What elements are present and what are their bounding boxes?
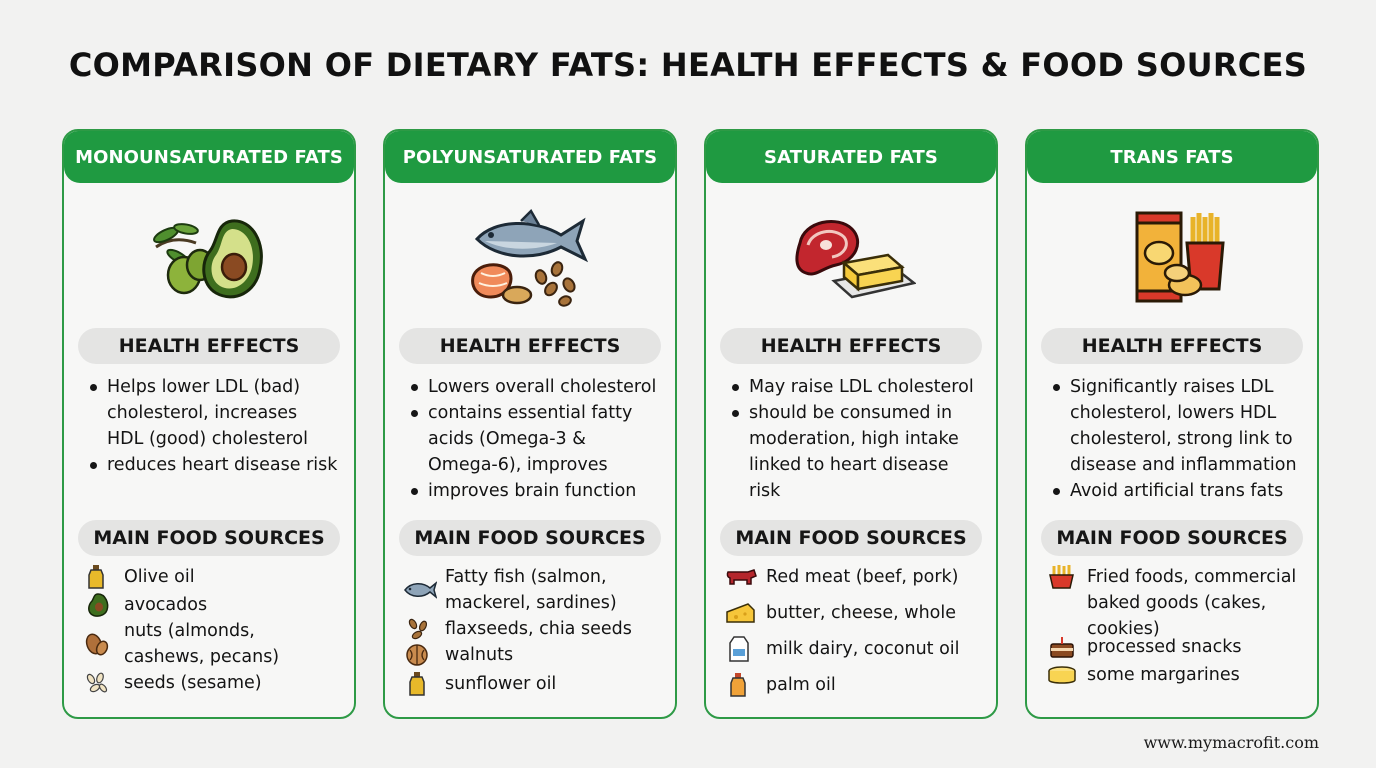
source-text: nuts (almonds, cashews, pecans) [124, 621, 280, 667]
card-saturated: SATURATED FATS HEALTH EFFECTS May raise … [704, 129, 998, 719]
food-sources-label: MAIN FOOD SOURCES [720, 520, 982, 556]
source-text: milk dairy, coconut oil [766, 639, 960, 659]
source-text: avocados [124, 595, 208, 615]
list-item: nuts (almonds, cashews, pecans) [82, 618, 352, 670]
source-text: processed snacks [1087, 637, 1242, 657]
milk-carton-icon [724, 636, 758, 662]
food-sources-list: Fried foods, commercial baked goods (cake… [1045, 564, 1315, 688]
list-item: Avoid artificial trans fats [1051, 478, 1313, 504]
health-effects-list: Significantly raises LDL cholesterol, low… [1051, 374, 1313, 504]
list-item: May raise LDL cholesterol [730, 374, 992, 400]
oil-bottle-icon [403, 671, 437, 697]
list-item: Helps lower LDL (bad) cholesterol, increa… [88, 374, 350, 452]
source-text: some margarines [1087, 665, 1240, 685]
health-effects-label: HEALTH EFFECTS [399, 328, 661, 364]
fish-icon [403, 577, 437, 603]
list-item: butter, cheese, whole [724, 600, 994, 626]
cake-icon [1045, 634, 1079, 660]
oil-bottle-icon [82, 564, 110, 590]
list-item: reduces heart disease risk [88, 452, 350, 478]
card-polyunsaturated: POLYUNSATURATED FATS HEALTH EFFECTS Lowe… [383, 129, 677, 719]
list-item: Olive oil [82, 564, 352, 590]
list-item: contains essential fatty acids (Omega-3 &… [409, 400, 671, 478]
almond-icon [82, 631, 110, 657]
food-sources-label: MAIN FOOD SOURCES [78, 520, 340, 556]
list-item: Red meat (beef, pork) [724, 564, 994, 590]
palm-oil-bottle-icon [724, 672, 758, 698]
source-text: butter, cheese, whole [766, 603, 957, 623]
source-text: walnuts [445, 645, 514, 665]
card-title: POLYUNSATURATED FATS [385, 131, 675, 183]
source-text: seeds (sesame) [124, 673, 262, 693]
walnut-icon [403, 642, 437, 668]
source-text: Fatty fish (salmon, mackerel, sardines) [445, 567, 617, 613]
source-text: Fried foods, commercial baked goods (cake… [1087, 567, 1297, 639]
health-effects-label: HEALTH EFFECTS [1041, 328, 1303, 364]
health-effects-label: HEALTH EFFECTS [78, 328, 340, 364]
cheese-icon [724, 600, 758, 626]
source-text: palm oil [766, 675, 836, 695]
fries-icon [1045, 564, 1079, 590]
olive-avocado-icon [64, 201, 354, 313]
food-sources-list: Olive oil avocados nuts (almonds, cashews… [82, 564, 352, 696]
card-trans: TRANS FATS HEALTH EFFECTS Significantly … [1025, 129, 1319, 719]
list-item: should be consumed in moderation, high in… [730, 400, 992, 504]
health-effects-list: Lowers overall cholesterol contains esse… [409, 374, 671, 504]
food-sources-list: Fatty fish (salmon, mackerel, sardines) f… [403, 564, 673, 697]
source-text: flaxseeds, chia seeds [445, 619, 632, 639]
list-item: palm oil [724, 672, 994, 698]
food-sources-list: Red meat (beef, pork) butter, cheese, wh… [724, 564, 994, 698]
flaxseed-icon [403, 616, 437, 642]
source-text: Red meat (beef, pork) [766, 567, 959, 587]
health-effects-list: May raise LDL cholesterol should be cons… [730, 374, 992, 504]
card-monounsaturated: MONOUNSATURATED FATS HEALTH EFFECTS Help… [62, 129, 356, 719]
food-sources-label: MAIN FOOD SOURCES [1041, 520, 1303, 556]
steak-butter-icon [706, 201, 996, 313]
health-effects-label: HEALTH EFFECTS [720, 328, 982, 364]
fish-salmon-seeds-icon [385, 201, 675, 313]
health-effects-list: Helps lower LDL (bad) cholesterol, increa… [88, 374, 350, 478]
watermark: www.mymacrofit.com [1143, 733, 1319, 752]
cow-icon [724, 564, 758, 590]
list-item: improves brain function [409, 478, 671, 504]
chips-fries-icon [1027, 201, 1317, 313]
list-item: some margarines [1045, 662, 1315, 688]
card-title: MONOUNSATURATED FATS [64, 131, 354, 183]
seeds-icon [82, 670, 110, 696]
list-item: sunflower oil [403, 671, 673, 697]
food-sources-label: MAIN FOOD SOURCES [399, 520, 661, 556]
list-item: Fatty fish (salmon, mackerel, sardines) [403, 564, 673, 616]
page-title: COMPARISON OF DIETARY FATS: HEALTH EFFEC… [68, 46, 1308, 84]
source-text: sunflower oil [445, 674, 557, 694]
list-item: processed snacks [1045, 634, 1315, 660]
avocado-icon [82, 592, 110, 618]
margarine-tub-icon [1045, 662, 1079, 688]
list-item: Lowers overall cholesterol [409, 374, 671, 400]
source-text: Olive oil [124, 567, 195, 587]
list-item: avocados [82, 592, 352, 618]
list-item: walnuts [403, 642, 673, 668]
list-item: seeds (sesame) [82, 670, 352, 696]
list-item: flaxseeds, chia seeds [403, 616, 673, 642]
list-item: Significantly raises LDL cholesterol, low… [1051, 374, 1313, 478]
list-item: Fried foods, commercial baked goods (cake… [1045, 564, 1315, 642]
list-item: milk dairy, coconut oil [724, 636, 994, 662]
card-title: SATURATED FATS [706, 131, 996, 183]
card-title: TRANS FATS [1027, 131, 1317, 183]
